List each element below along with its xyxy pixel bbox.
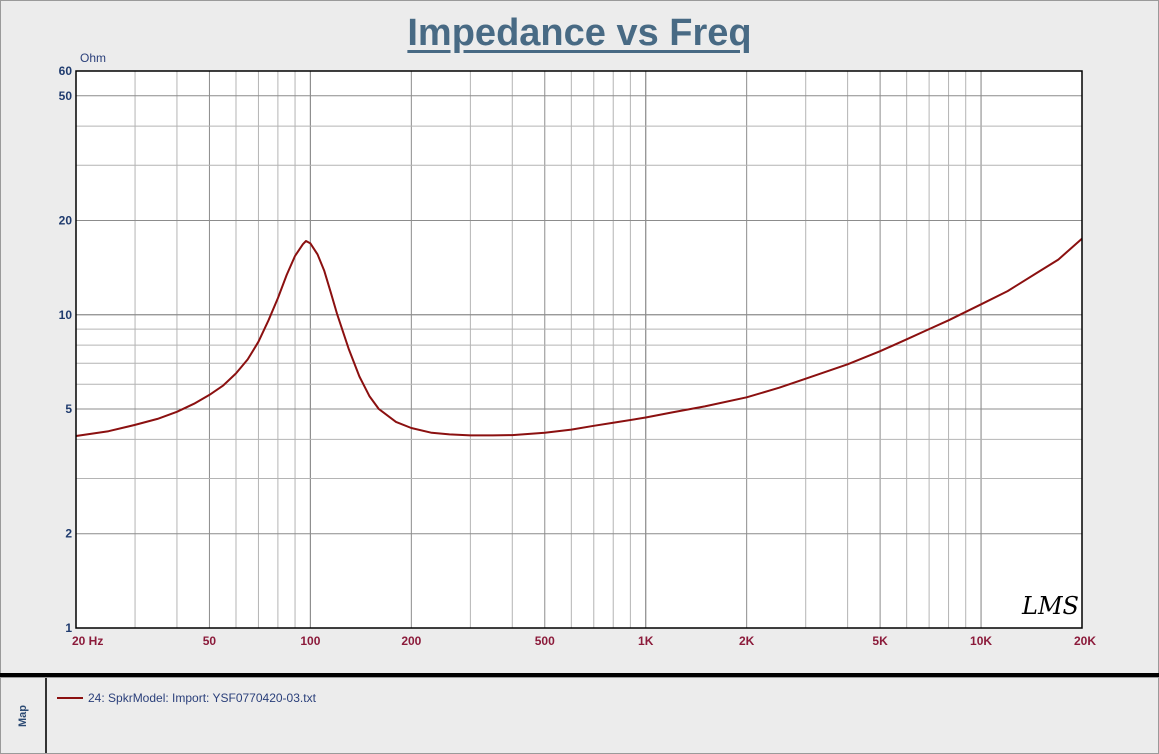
x-tick-label: 20 Hz [72, 634, 103, 648]
map-tab-label: Map [17, 704, 29, 727]
chart-title: Impedance vs Freq [407, 12, 752, 54]
y-tick-label: 5 [65, 402, 72, 416]
legend-entry-label: 24: SpkrModel: Import: YSF0770420-03.txt [88, 691, 316, 705]
plot-area [76, 71, 1082, 628]
y-tick-labels: 1 2 5 10 20 50 60 [59, 64, 73, 635]
x-tick-label: 50 [203, 634, 217, 648]
x-tick-label: 2K [739, 634, 755, 648]
x-tick-label: 100 [300, 634, 320, 648]
y-tick-label: 60 [59, 64, 73, 78]
x-tick-labels: 20 Hz 50 100 200 500 1K 2K 5K 10K 20K [72, 634, 1096, 648]
chart-svg: 20 Hz 50 100 200 500 1K 2K 5K 10K 20K 1 2 5 10 20 50 60… [59, 51, 1097, 648]
watermark-signature: LMS [1021, 592, 1079, 620]
x-tick-label: 20K [1074, 634, 1096, 648]
plot-border [75, 70, 1083, 629]
y-tick-label: 50 [59, 89, 73, 103]
x-tick-label: 500 [535, 634, 555, 648]
y-tick-label: 2 [65, 527, 72, 541]
series-line-0 [75, 237, 1083, 437]
legend-panel: Map 24: SpkrModel: Import: YSF0770420-03… [0, 677, 1159, 754]
y-tick-label: 1 [65, 621, 72, 635]
x-tick-label: 1K [638, 634, 654, 648]
y-axis-label: Ohm [80, 51, 106, 65]
y-tick-label: 10 [59, 308, 73, 322]
y-tick-label: 20 [59, 213, 73, 227]
x-tick-label: 200 [401, 634, 421, 648]
legend-entry[interactable]: 24: SpkrModel: Import: YSF0770420-03.txt [57, 691, 316, 705]
map-tab[interactable]: Map [1, 678, 47, 753]
grid [76, 71, 1082, 628]
series-group [75, 237, 1083, 437]
panel-divider [0, 673, 1159, 677]
x-tick-label: 5K [872, 634, 888, 648]
legend-swatch [57, 697, 83, 699]
x-tick-label: 10K [970, 634, 992, 648]
